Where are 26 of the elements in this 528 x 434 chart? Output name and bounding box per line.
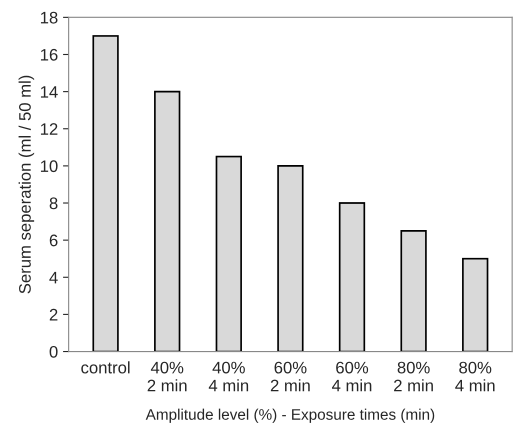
bar <box>462 258 488 352</box>
y-tick-label: 10 <box>40 160 58 172</box>
bar <box>154 90 180 352</box>
y-tick-label: 0 <box>50 346 58 358</box>
y-tick-label: 8 <box>50 197 58 210</box>
y-tick-label: 2 <box>50 308 58 320</box>
x-tick-label: 60% 2 min <box>270 362 310 392</box>
x-axis-title: Amplitude level (%) - Exposure times (min) <box>146 408 434 423</box>
x-tick-label: 40% 2 min <box>148 362 186 392</box>
y-tick-label: 18 <box>40 12 58 24</box>
y-axis-title: Serum seperation (ml / 50 ml) <box>18 76 34 294</box>
bar <box>400 230 427 352</box>
y-tick-label: 6 <box>50 234 58 246</box>
bar <box>277 165 304 352</box>
y-tick-label: 4 <box>49 272 58 284</box>
y-tick-label: 16 <box>40 48 58 61</box>
y-tick-label: 14 <box>40 86 58 98</box>
y-tick-label: 12 <box>40 123 58 135</box>
bar <box>338 202 366 352</box>
bar <box>216 156 242 352</box>
x-tick-label: 80% 2 min <box>394 362 433 392</box>
x-tick-label: 40% 4 min <box>208 362 248 392</box>
x-tick-label: 60% 4 min <box>332 362 372 392</box>
bar <box>92 35 119 352</box>
x-tick-label: control <box>81 361 130 374</box>
x-tick-label: 80% 4 min <box>455 362 494 392</box>
